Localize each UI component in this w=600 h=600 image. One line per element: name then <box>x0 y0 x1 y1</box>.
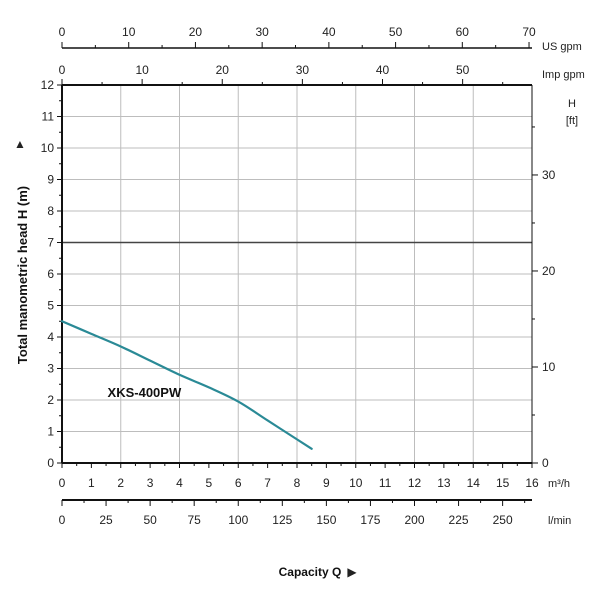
ft-tick-label: 10 <box>542 360 556 374</box>
lmin-tick-label: 50 <box>143 513 157 527</box>
grid <box>62 85 532 463</box>
lmin-tick-label: 225 <box>449 513 469 527</box>
lmin-tick-label: 0 <box>59 513 66 527</box>
x-tick-label: 8 <box>294 476 301 490</box>
y-tick-label: 11 <box>42 110 55 124</box>
series-line-xks-400pw <box>60 320 313 450</box>
x-tick-label: 6 <box>235 476 242 490</box>
y-tick-label: 10 <box>41 141 55 155</box>
lmin-tick-label: 25 <box>99 513 113 527</box>
right-axis-unit: [ft] <box>566 115 578 127</box>
x-tick-label: 13 <box>437 476 451 490</box>
lmin-tick-label: 150 <box>316 513 336 527</box>
x-tick-label: 15 <box>496 476 510 490</box>
imp-gpm-tick-label: 50 <box>456 63 470 77</box>
y-tick-label: 7 <box>47 236 54 250</box>
ft-tick-label: 0 <box>542 456 549 470</box>
x-tick-label: 4 <box>176 476 183 490</box>
x-tick-label: 14 <box>467 476 481 490</box>
x-tick-label: 7 <box>264 476 271 490</box>
x-tick-label: 12 <box>408 476 422 490</box>
us-gpm-tick-label: 70 <box>522 25 536 39</box>
lmin-tick-label: 250 <box>493 513 513 527</box>
series-layer: XKS-400PW <box>60 320 313 450</box>
x-axis-arrow-icon: ▶ <box>347 565 357 579</box>
y-axis-title: Total manometric head H (m) <box>15 186 30 364</box>
x-tick-label: 2 <box>117 476 124 490</box>
lmin-tick-label: 175 <box>360 513 380 527</box>
lmin-tick-label: 75 <box>188 513 202 527</box>
x-tick-label: 16 <box>525 476 539 490</box>
us-gpm-unit: US gpm <box>542 41 582 53</box>
x-tick-label: 5 <box>206 476 213 490</box>
imp-gpm-tick-label: 40 <box>376 63 390 77</box>
x-tick-label: 1 <box>88 476 95 490</box>
x-tick-label: 10 <box>349 476 363 490</box>
lmin-tick-label: 100 <box>228 513 248 527</box>
x-axis-title: Capacity Q <box>279 565 342 579</box>
x-tick-label: 9 <box>323 476 330 490</box>
y-tick-label: 3 <box>47 362 54 376</box>
y-tick-label: 6 <box>47 267 54 281</box>
x-tick-label: 11 <box>379 476 392 490</box>
us-gpm-tick-label: 30 <box>255 25 269 39</box>
x-axis-unit: m³/h <box>548 478 570 490</box>
y-axis-arrow-icon: ▲ <box>14 137 26 151</box>
y-tick-label: 4 <box>47 330 54 344</box>
us-gpm-tick-label: 10 <box>122 25 136 39</box>
us-gpm-tick-label: 0 <box>59 25 66 39</box>
imp-gpm-tick-label: 20 <box>216 63 230 77</box>
ft-tick-label: 20 <box>542 264 556 278</box>
y-tick-label: 0 <box>47 456 54 470</box>
ft-tick-label: 30 <box>542 168 556 182</box>
imp-gpm-unit: Imp gpm <box>542 69 585 81</box>
right-axis-title: H <box>568 98 576 110</box>
y-tick-label: 2 <box>47 393 54 407</box>
us-gpm-tick-label: 50 <box>389 25 403 39</box>
x-tick-label: 3 <box>147 476 154 490</box>
lmin-tick-label: 200 <box>404 513 424 527</box>
us-gpm-tick-label: 60 <box>456 25 470 39</box>
lmin-unit: l/min <box>548 515 571 527</box>
imp-gpm-tick-label: 10 <box>135 63 149 77</box>
y-tick-label: 12 <box>41 78 55 92</box>
y-tick-label: 1 <box>47 425 54 439</box>
y-tick-label: 9 <box>47 173 54 187</box>
imp-gpm-tick-label: 30 <box>296 63 310 77</box>
imp-gpm-tick-label: 0 <box>59 63 66 77</box>
lmin-tick-label: 125 <box>272 513 292 527</box>
series-label: XKS-400PW <box>108 385 182 400</box>
x-tick-label: 0 <box>59 476 66 490</box>
us-gpm-tick-label: 40 <box>322 25 336 39</box>
y-tick-label: 8 <box>47 204 54 218</box>
y-tick-label: 5 <box>47 299 54 313</box>
us-gpm-tick-label: 20 <box>189 25 203 39</box>
